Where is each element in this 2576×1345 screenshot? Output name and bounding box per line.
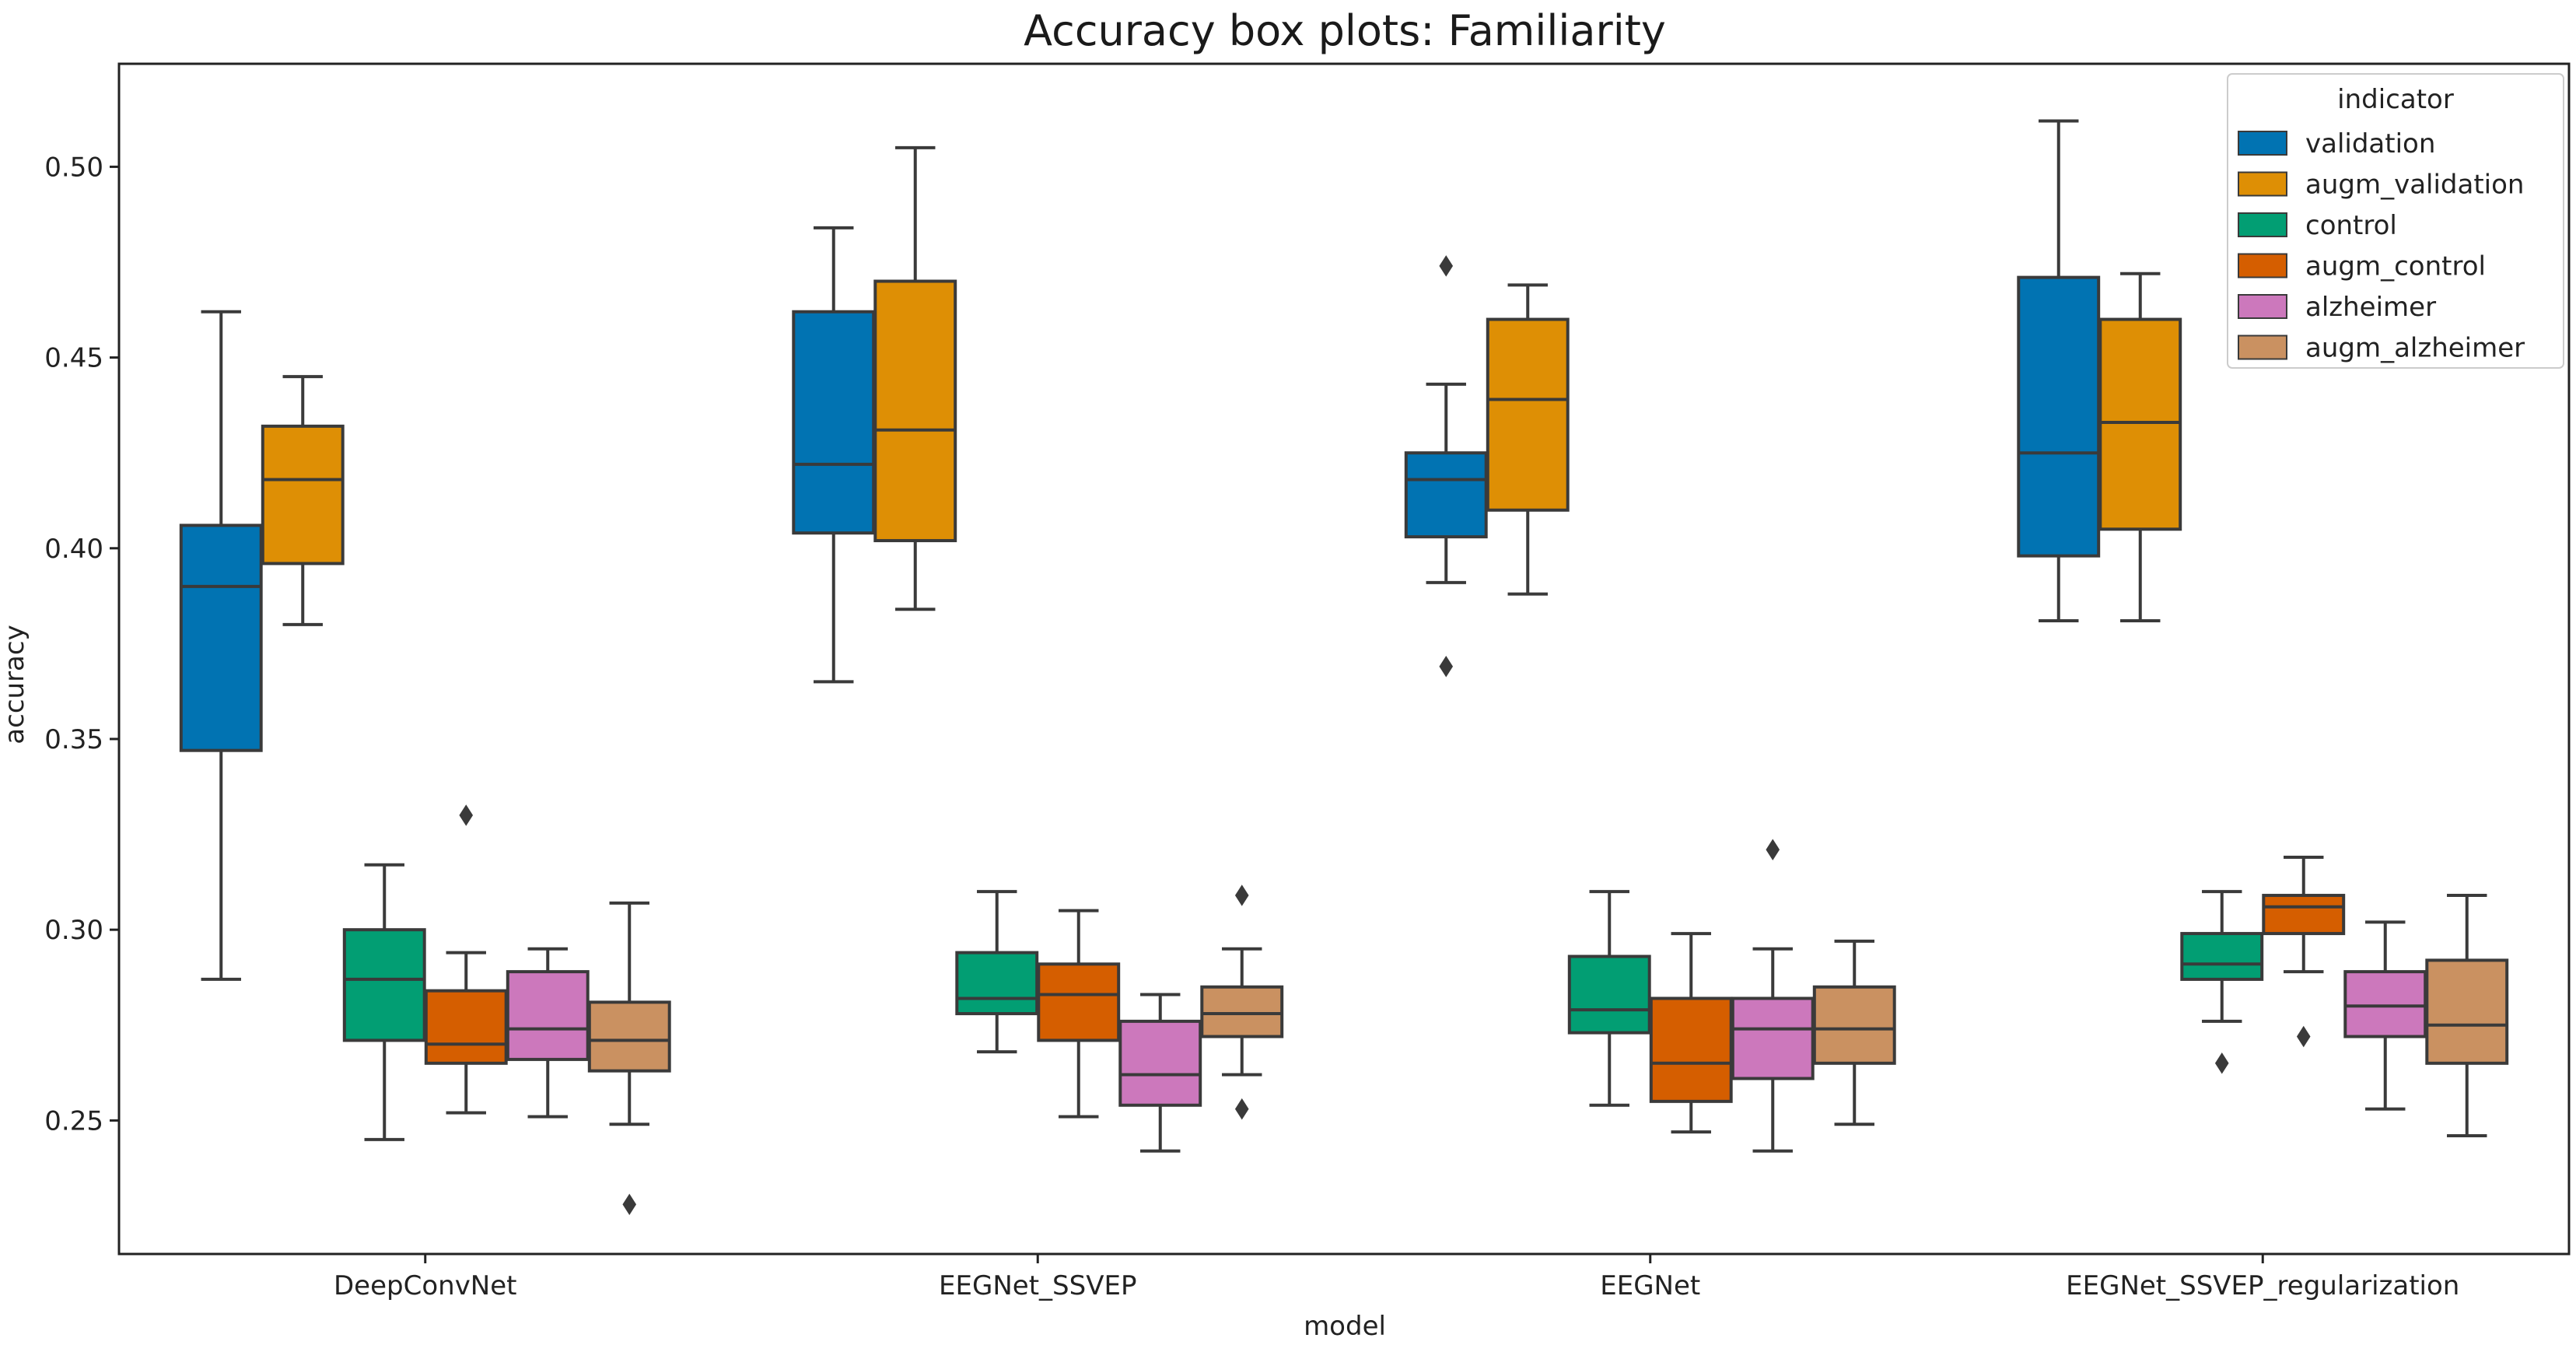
box-augm_control-EEGNet_SSVEP_regularization (2262, 856, 2346, 1048)
legend-label-augm_control: augm_control (2305, 251, 2486, 282)
box-iqr (1118, 1019, 1202, 1107)
box-iqr (2180, 932, 2264, 981)
box-iqr (587, 1000, 671, 1073)
box-iqr (1567, 954, 1651, 1035)
x-tick-label: EEGNet_SSVEP (939, 1270, 1136, 1301)
box-augm_alzheimer-EEGNet (1812, 939, 1896, 1126)
box-iqr (1200, 985, 1284, 1039)
box-iqr (2343, 970, 2427, 1039)
box-control-EEGNet_SSVEP (955, 890, 1039, 1054)
box-augm_validation-EEGNet_SSVEP_regularization (2098, 271, 2182, 622)
legend-swatch-alzheimer (2238, 294, 2287, 319)
box-validation-DeepConvNet (179, 310, 263, 981)
x-tick-label: EEGNet_SSVEP_regularization (2066, 1270, 2459, 1301)
box-augm_alzheimer-DeepConvNet (587, 901, 671, 1215)
y-tick-label: 0.35 (44, 724, 103, 755)
legend-label-alzheimer: alzheimer (2305, 292, 2436, 323)
box-iqr (424, 989, 508, 1065)
box-iqr (1731, 996, 1815, 1081)
y-tick-label: 0.50 (44, 152, 103, 183)
x-axis-label: model (1304, 1311, 1386, 1342)
box-validation-EEGNet_SSVEP (792, 226, 876, 684)
box-augm_validation-DeepConvNet (261, 375, 345, 626)
box-validation-EEGNet (1404, 255, 1488, 678)
box-augm_alzheimer-EEGNet_SSVEP (1200, 884, 1284, 1120)
outlier-point (622, 1193, 637, 1215)
box-alzheimer-EEGNet_SSVEP_regularization (2343, 920, 2427, 1111)
legend-swatch-augm_alzheimer (2238, 334, 2287, 360)
legend-title: indicator (2337, 84, 2454, 115)
box-iqr (261, 424, 345, 566)
outlier-point (459, 804, 474, 826)
outlier-point (1439, 656, 1454, 678)
box-control-EEGNet_SSVEP_regularization (2180, 890, 2264, 1074)
box-iqr (179, 524, 263, 752)
outlier-point (2214, 1053, 2229, 1074)
legend-swatch-validation (2238, 131, 2287, 156)
box-augm_control-DeepConvNet (424, 804, 508, 1115)
box-iqr (342, 928, 426, 1042)
y-tick-label: 0.45 (44, 343, 103, 374)
y-tick-label: 0.30 (44, 915, 103, 946)
box-iqr (873, 279, 957, 542)
legend-box (2227, 73, 2564, 369)
box-iqr (2017, 275, 2101, 558)
box-iqr (2262, 894, 2346, 936)
box-iqr (1404, 451, 1488, 539)
x-tick-label: DeepConvNet (334, 1270, 517, 1301)
box-control-EEGNet (1567, 890, 1651, 1107)
y-axis-label: accuracy (0, 625, 30, 744)
legend-label-control: control (2305, 210, 2397, 241)
chart-title: Accuracy box plots: Familiarity (1024, 6, 1666, 55)
y-tick-label: 0.40 (44, 534, 103, 565)
x-tick-label: EEGNet (1600, 1270, 1700, 1301)
box-validation-EEGNet_SSVEP_regularization (2017, 119, 2101, 622)
outlier-point (1234, 884, 1249, 906)
box-iqr (792, 310, 876, 535)
legend-label-augm_alzheimer: augm_alzheimer (2305, 333, 2525, 364)
box-iqr (2425, 958, 2509, 1065)
outlier-point (2296, 1025, 2311, 1048)
legend-swatch-augm_validation (2238, 171, 2287, 197)
outlier-point (1234, 1098, 1249, 1120)
box-alzheimer-EEGNet (1731, 839, 1815, 1153)
box-iqr (1649, 996, 1733, 1103)
legend-label-validation: validation (2305, 128, 2435, 159)
legend-swatch-augm_control (2238, 253, 2287, 278)
box-augm_validation-EEGNet_SSVEP (873, 145, 957, 611)
legend-swatch-control (2238, 212, 2287, 237)
box-iqr (2098, 317, 2182, 531)
y-tick-label: 0.25 (44, 1105, 103, 1137)
box-iqr (1812, 985, 1896, 1065)
box-augm_control-EEGNet_SSVEP (1037, 909, 1121, 1119)
box-alzheimer-EEGNet_SSVEP (1118, 993, 1202, 1153)
plot-frame (117, 62, 2571, 1256)
box-iqr (506, 970, 590, 1061)
box-control-DeepConvNet (342, 863, 426, 1141)
box-iqr (1486, 317, 1570, 512)
box-iqr (1037, 962, 1121, 1042)
outlier-point (1766, 839, 1780, 860)
box-augm_control-EEGNet (1649, 932, 1733, 1134)
box-alzheimer-DeepConvNet (506, 947, 590, 1119)
legend-label-augm_validation: augm_validation (2305, 170, 2524, 201)
box-augm_alzheimer-EEGNet_SSVEP_regularization (2425, 894, 2509, 1137)
outlier-point (1439, 255, 1454, 277)
legend: indicator validation augm_validationcontro… (2227, 73, 2564, 369)
box-iqr (955, 951, 1039, 1016)
box-augm_validation-EEGNet (1486, 283, 1570, 596)
